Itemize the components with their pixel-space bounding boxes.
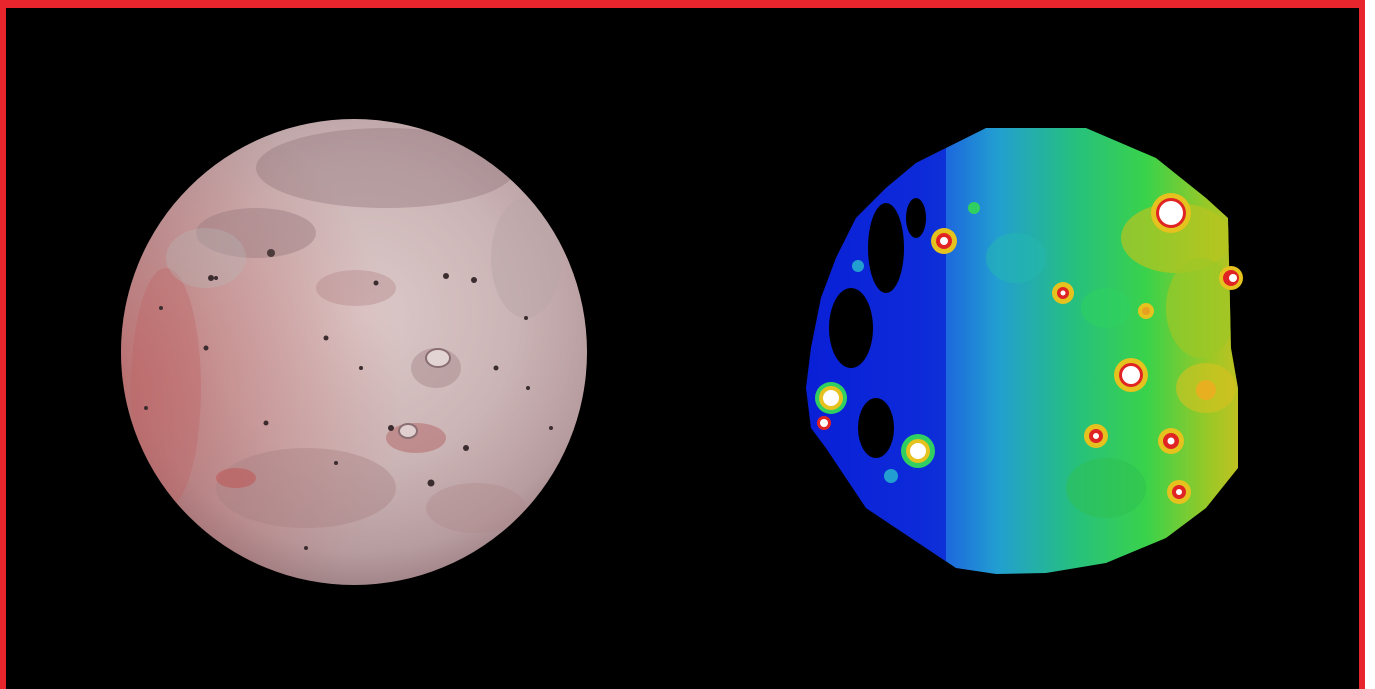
image-stage [6,8,1359,689]
right-heat-map [806,128,1243,574]
hot-spots [815,193,1243,504]
scene-svg [121,119,1243,585]
left-moon [121,119,587,585]
